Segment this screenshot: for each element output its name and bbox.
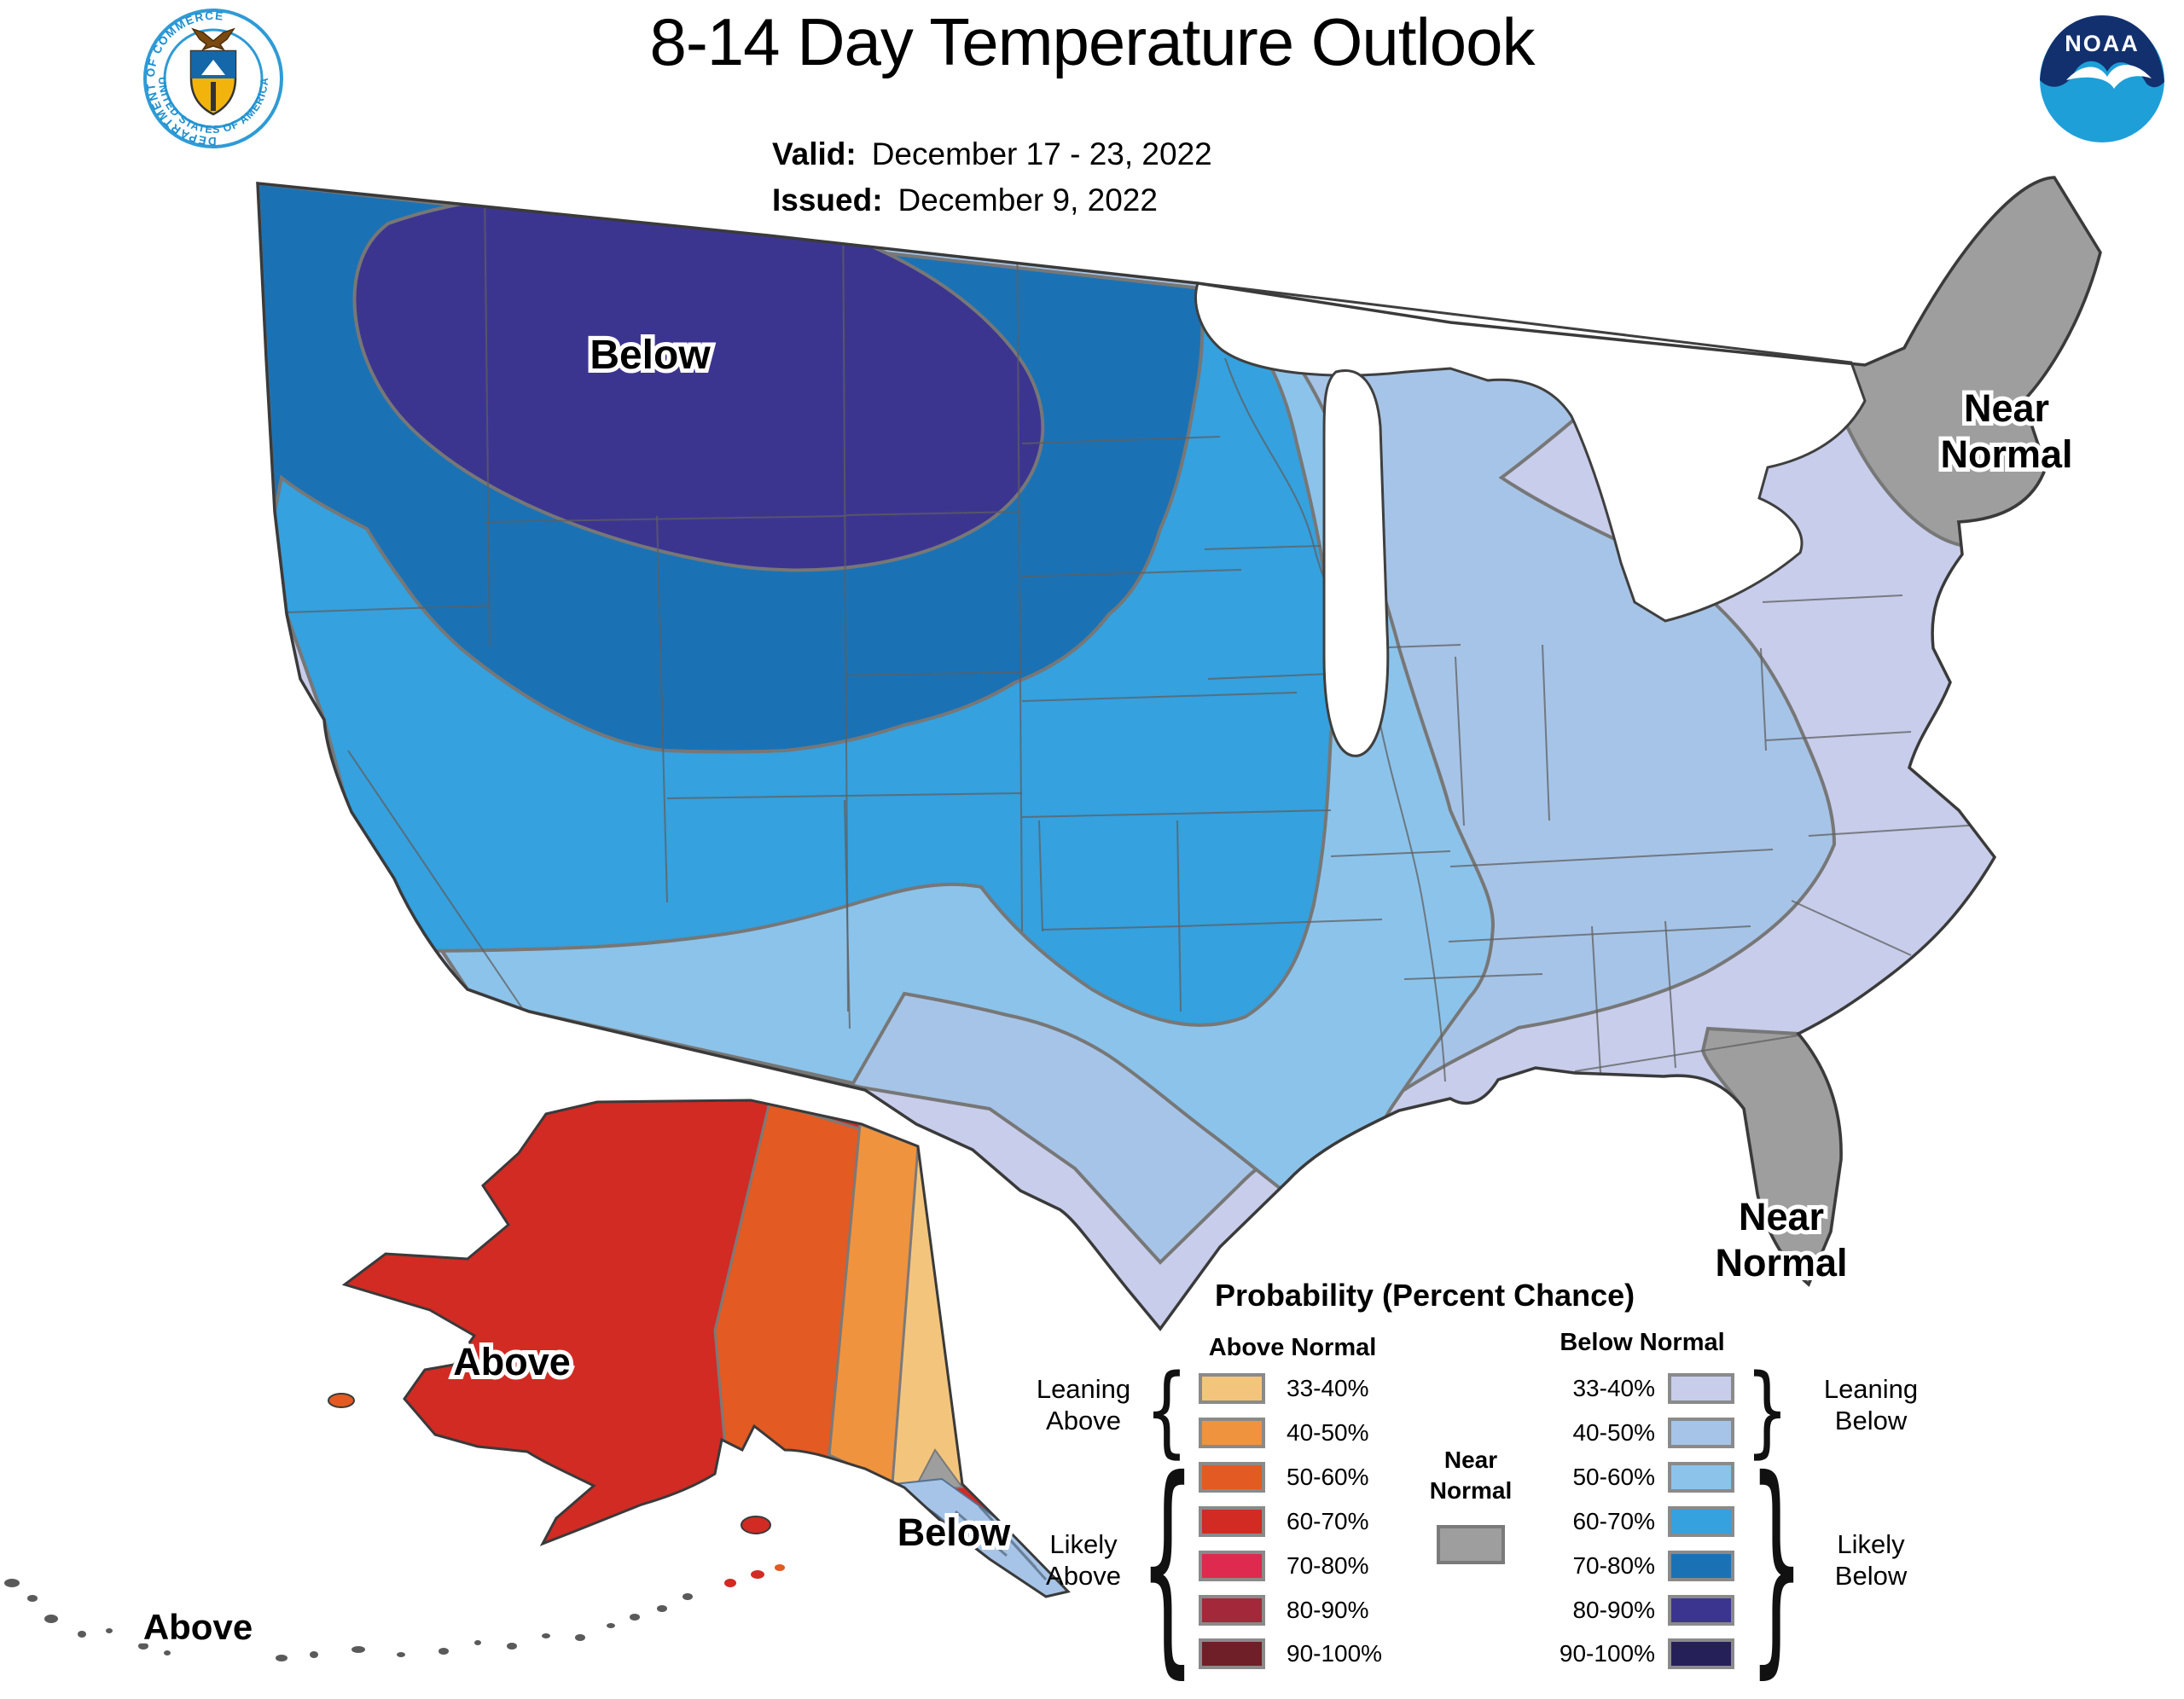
conus-outline [256, 176, 2102, 1331]
st-lawrence-island [328, 1393, 355, 1408]
legend-swatch-above-60-70 [1199, 1506, 1265, 1537]
legend-range: 80-90% [1287, 1597, 1369, 1623]
legend-group-likely-above: Likely Above [1011, 1528, 1156, 1592]
legend-range: 50-60% [1287, 1464, 1369, 1490]
noaa-logo: NOAA [2040, 15, 2164, 142]
legend-group-line: Likely [1049, 1529, 1118, 1559]
legend-swatch-below-80-90 [1668, 1595, 1734, 1626]
legend-range: 33-40% [1287, 1375, 1369, 1401]
brace-likely-above: { [1140, 1432, 1195, 1699]
label-ne-near: Near [1964, 386, 2049, 430]
panhandle-island-texture [955, 1505, 1048, 1581]
legend-group-likely-below: Likely Below [1798, 1528, 1943, 1592]
legend-group-line: Leaning [1823, 1374, 1919, 1404]
legend-swatch-below-60-70 [1668, 1506, 1734, 1537]
issued-value: December 9, 2022 [897, 183, 1158, 217]
legend-swatch-below-33-40 [1668, 1373, 1734, 1404]
legend-swatch-below-50-60 [1668, 1462, 1734, 1493]
label-panhandle-below: Below [897, 1511, 1012, 1554]
legend-swatch-above-40-50 [1199, 1418, 1265, 1448]
legend-swatch-below-90-100 [1668, 1638, 1734, 1669]
legend-range: 40-50% [1287, 1419, 1369, 1446]
legend-swatch-above-50-60 [1199, 1462, 1265, 1493]
legend-range: 33-40% [1572, 1375, 1655, 1401]
state-borders [286, 182, 1994, 1082]
legend-range: 40-50% [1572, 1419, 1655, 1446]
legend-near-normal-line1: Near [1443, 1447, 1498, 1473]
legend-above-header: Above Normal [1208, 1334, 1377, 1361]
eagle-icon [191, 27, 235, 51]
department-of-commerce-seal: DEPARTMENT OF COMMERCE UNITED STATES OF … [143, 9, 283, 148]
label-aleutians-above: Above [143, 1607, 253, 1647]
legend-group-line: Above [1046, 1561, 1121, 1591]
legend-range: 80-90% [1572, 1597, 1655, 1623]
alaska-outline [341, 1099, 1071, 1598]
legend-range: 60-70% [1287, 1508, 1369, 1534]
legend-group-line: Above [1046, 1406, 1121, 1435]
legend-group-line: Below [1834, 1561, 1908, 1591]
legend-group-line: Below [1834, 1406, 1908, 1435]
legend-range: 60-70% [1572, 1508, 1655, 1534]
issued-date-line: Issued: December 9, 2022 [772, 183, 1158, 218]
page-title: 8-14 Day Temperature Outlook [649, 4, 1535, 79]
brace-likely-below: } [1749, 1432, 1804, 1699]
legend-group-line: Leaning [1036, 1374, 1131, 1404]
legend-swatch-above-90-100 [1199, 1638, 1265, 1669]
legend-title: Probability (Percent Chance) [1215, 1278, 1635, 1313]
kodiak-island [741, 1516, 771, 1534]
legend-swatch-above-80-90 [1199, 1595, 1265, 1626]
legend-range: 50-60% [1572, 1464, 1655, 1490]
legend-range: 90-100% [1287, 1640, 1383, 1667]
seabird-icon [2066, 65, 2152, 89]
legend-range: 70-80% [1572, 1552, 1655, 1579]
legend-group-leaning-below: Leaning Below [1798, 1373, 1943, 1436]
label-fl-normal: Normal [1715, 1241, 1847, 1284]
legend-swatch-below-70-80 [1668, 1551, 1734, 1581]
brace-leaning-above: { [1145, 1352, 1188, 1469]
label-conus-below: Below [590, 333, 711, 378]
valid-value: December 17 - 23, 2022 [871, 136, 1212, 171]
legend-swatch-below-40-50 [1668, 1418, 1734, 1448]
legend-group-leaning-above: Leaning Above [1011, 1373, 1156, 1436]
valid-label: Valid: [772, 136, 857, 171]
legend-range: 70-80% [1287, 1552, 1369, 1579]
lake-michigan [1322, 369, 1390, 757]
label-ne-normal: Normal [1940, 432, 2072, 476]
legend-group-line: Likely [1837, 1529, 1905, 1559]
legend-near-normal-label: Near Normal [1411, 1445, 1531, 1506]
label-fl-near: Near [1739, 1195, 1824, 1238]
valid-date-line: Valid: December 17 - 23, 2022 [772, 136, 1212, 172]
noaa-logo-dark-fan [2040, 15, 2164, 88]
legend-near-normal-line2: Normal [1429, 1477, 1513, 1504]
legend-below-header: Below Normal [1560, 1329, 1725, 1356]
legend-range: 90-100% [1559, 1640, 1655, 1667]
legend-swatch-near-normal [1437, 1525, 1505, 1564]
shield-icon [189, 49, 237, 116]
great-lakes-canada [1194, 281, 1867, 623]
issued-label: Issued: [772, 183, 883, 217]
aleutian-islands [4, 1564, 785, 1661]
legend-swatch-above-33-40 [1199, 1373, 1265, 1404]
label-alaska-above: Above [453, 1340, 571, 1383]
legend-swatch-above-70-80 [1199, 1551, 1265, 1581]
noaa-logo-text: NOAA [2065, 31, 2140, 56]
brace-leaning-below: } [1745, 1352, 1789, 1469]
